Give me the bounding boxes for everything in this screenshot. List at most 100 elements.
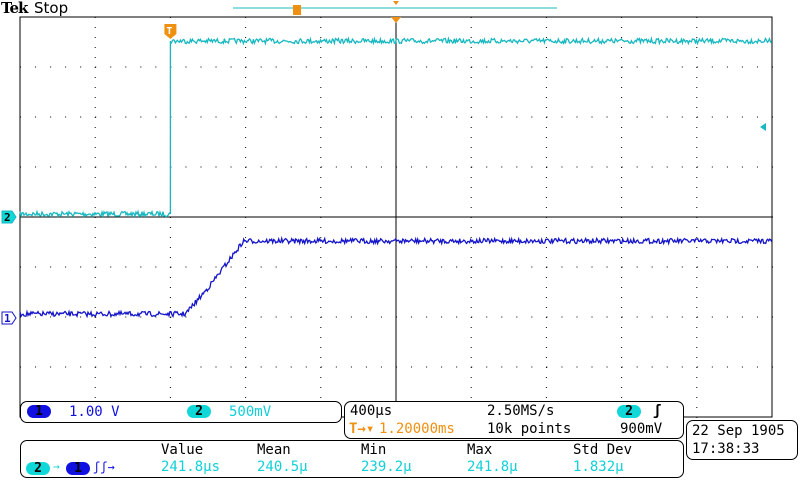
- grid-dot: [245, 137, 247, 138]
- grid-dot: [531, 116, 533, 118]
- grid-dot: [245, 357, 247, 358]
- grid-dot: [470, 177, 472, 178]
- grid-dot: [50, 366, 52, 368]
- grid-dot: [516, 66, 518, 68]
- grid-dot: [471, 166, 473, 168]
- grid-dot: [320, 127, 322, 128]
- meas-header: Value: [161, 442, 204, 458]
- grid-dot: [65, 366, 67, 368]
- grid-dot: [245, 247, 247, 248]
- grid-dot: [215, 66, 217, 68]
- grid-dot: [501, 316, 503, 318]
- grid-dot: [441, 166, 443, 168]
- grid-dot: [245, 66, 247, 68]
- grid-dot: [545, 357, 547, 358]
- grid-dot: [696, 237, 698, 238]
- grid-dot: [456, 116, 458, 118]
- grid-dot: [621, 366, 623, 368]
- grid-dot: [169, 307, 171, 308]
- grid-dot: [621, 247, 623, 248]
- grid-dot: [320, 397, 322, 398]
- grid-dot: [651, 266, 653, 268]
- grid-dot: [546, 166, 548, 168]
- markers: 2 1 T: [1, 1, 766, 325]
- grid-dot: [94, 247, 96, 248]
- record-trigger-icon: [293, 5, 301, 15]
- grid-dot: [65, 266, 67, 268]
- grid-dot: [320, 227, 322, 228]
- grid-dot: [576, 116, 578, 118]
- grid-dot: [606, 366, 608, 368]
- trigger-source-badge[interactable]: 2: [617, 405, 641, 418]
- meas-target-badge[interactable]: 1: [66, 462, 90, 475]
- grid-dot: [365, 66, 367, 68]
- grid-dot: [666, 366, 668, 368]
- grid-dot: [741, 166, 743, 168]
- grid-dot: [471, 316, 473, 318]
- grid-dot: [621, 347, 623, 348]
- horizontal-position-marker[interactable]: [391, 17, 401, 23]
- grid-dot: [470, 277, 472, 278]
- grid-dot: [305, 116, 307, 118]
- grid-dot: [365, 166, 367, 168]
- grid-dot: [94, 257, 96, 258]
- horizontal-scale: 400µs: [350, 403, 393, 419]
- ch2-waveform: [19, 36, 772, 219]
- grid-dot: [501, 366, 503, 368]
- grid-dot: [94, 307, 96, 308]
- grid-dot: [772, 166, 773, 168]
- ch1-badge[interactable]: 1: [27, 405, 51, 418]
- grid-dot: [169, 327, 171, 328]
- grid-dot: [65, 166, 67, 168]
- meas-source-badge[interactable]: 2: [26, 462, 50, 475]
- grid-dot: [696, 187, 698, 188]
- ch2-badge[interactable]: 2: [187, 405, 211, 418]
- grid-dot: [335, 316, 337, 318]
- grid-dot: [696, 127, 698, 128]
- grid-dot: [470, 17, 472, 18]
- grid-dot: [741, 366, 743, 368]
- grid-dot: [471, 366, 473, 368]
- grid-dot: [94, 287, 96, 288]
- grid-dot: [696, 307, 698, 308]
- acquisition-status: Stop: [34, 0, 69, 17]
- grid-dot: [545, 307, 547, 308]
- grid-dot: [456, 166, 458, 168]
- grid-dot: [245, 107, 247, 108]
- grid-dot: [470, 247, 472, 248]
- trigger-position: 1.20000ms: [379, 421, 455, 437]
- grid-dot: [545, 287, 547, 288]
- grid-dot: [486, 166, 488, 168]
- grid-dot: [94, 387, 96, 388]
- grid-dot: [696, 137, 698, 138]
- grid-dot: [545, 377, 547, 378]
- record-view-marker: [393, 1, 399, 5]
- grid-dot: [380, 366, 382, 368]
- grid-dot: [621, 127, 623, 128]
- trigger-level-marker[interactable]: [760, 123, 766, 131]
- ch2-ground-marker[interactable]: 2: [1, 210, 17, 224]
- grid-dot: [591, 366, 593, 368]
- grid-dot: [576, 316, 578, 318]
- grid-dot: [94, 157, 96, 158]
- grid-dot: [335, 366, 337, 368]
- grid-dot: [531, 266, 533, 268]
- grid-dot: [756, 66, 758, 68]
- grid-dot: [651, 166, 653, 168]
- grid-dot: [245, 177, 247, 178]
- grid-dot: [470, 347, 472, 348]
- grid-dot: [545, 47, 547, 48]
- grid-dot: [621, 147, 623, 148]
- grid-dot: [245, 27, 247, 28]
- meas-header: Max: [467, 442, 493, 458]
- grid-dot: [365, 316, 367, 318]
- grid-dot: [696, 37, 698, 38]
- grid-dot: [456, 366, 458, 368]
- grid-dot: [426, 116, 428, 118]
- grid-dot: [621, 266, 623, 268]
- grid-dot: [545, 257, 547, 258]
- grid-dot: [169, 397, 171, 398]
- grid-dot: [621, 307, 623, 308]
- ch1-ground-marker[interactable]: 1: [1, 311, 17, 325]
- grid-dot: [50, 166, 52, 168]
